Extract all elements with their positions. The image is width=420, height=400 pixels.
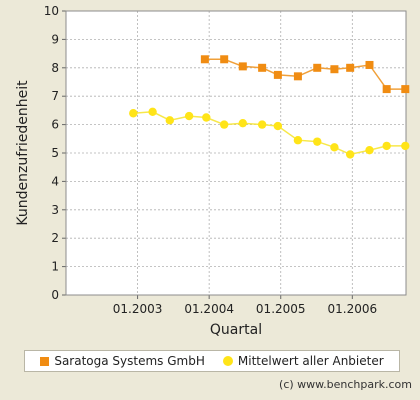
data-point-saratoga [346,63,355,72]
x-tick-label: 01.2005 [256,302,306,316]
data-point-saratoga [330,65,339,74]
data-point-saratoga [382,85,391,94]
data-point-saratoga [238,62,247,71]
data-point-saratoga [200,55,209,64]
data-point-average [293,136,303,145]
data-point-average [219,120,229,129]
data-point-saratoga [365,60,374,69]
data-point-average [165,116,174,125]
legend-label-average: Mittelwert aller Anbieter [237,354,384,368]
data-point-average [313,137,322,146]
y-tick-label: 3 [51,203,59,217]
data-point-saratoga [258,63,267,72]
series-line-average [133,111,406,156]
y-tick-label: 1 [51,260,59,274]
legend-swatch-average [222,356,233,366]
data-point-average [401,141,410,151]
y-tick-label: 6 [51,118,59,132]
data-point-saratoga [313,63,322,72]
x-tick-label: 01.2006 [328,302,378,316]
x-tick-label: 01.2003 [113,302,163,316]
data-point-average [184,111,194,121]
data-point-average [345,150,355,159]
data-point-average [238,118,247,128]
data-point-average [257,120,267,129]
data-point-saratoga [401,85,410,94]
y-tick-label: 4 [51,174,59,188]
data-point-average [365,145,374,155]
legend-item-saratoga: Saratoga Systems GmbH [40,354,205,368]
legend-item-average: Mittelwert aller Anbieter [222,354,384,368]
plot-frame [65,10,407,296]
chart: 0 1 2 3 4 5 6 7 8 9 10 01.2003 01.2004 01.2005 01.2006… [15,4,410,338]
data-point-average [148,107,157,117]
x-axis-title: Quartal [210,322,262,338]
y-tick-label: 0 [51,288,59,302]
y-tick-label: 8 [51,61,59,75]
data-point-saratoga [220,55,229,64]
y-tick-label: 9 [51,32,59,46]
data-point-average [129,109,138,118]
data-point-average [382,141,391,151]
credit-text: (c) www.benchpark.com [279,378,412,391]
data-point-average [202,113,211,122]
y-tick-label: 2 [51,231,59,245]
y-axis-title: Kundenzufriedenheit [15,80,31,226]
y-tick-label: 7 [51,89,59,103]
data-point-saratoga [293,72,302,81]
data-point-average [330,143,339,152]
legend-swatch-saratoga [40,356,50,366]
y-tick-label: 10 [44,4,59,18]
x-tick-label: 01.2004 [184,302,234,316]
y-tick-label: 5 [51,146,59,160]
legend-label-saratoga: Saratoga Systems GmbH [54,354,205,368]
legend: Saratoga Systems GmbH Mittelwert aller A… [24,350,400,372]
data-point-saratoga [273,70,282,79]
data-point-average [273,121,283,131]
